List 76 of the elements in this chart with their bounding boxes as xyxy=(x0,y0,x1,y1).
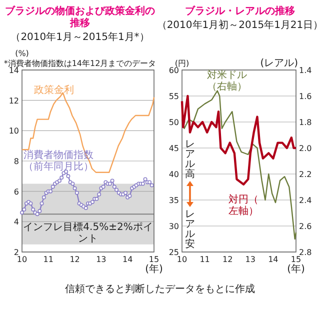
x-tick-label: 13 xyxy=(96,255,106,264)
point xyxy=(20,210,24,215)
point xyxy=(60,176,64,180)
y-tick-label: 25 xyxy=(168,248,179,257)
y-tick-label: 40 xyxy=(168,170,179,179)
x-tick-label: 12 xyxy=(222,255,233,264)
point xyxy=(90,200,94,204)
y-tick-label: 6 xyxy=(14,187,19,196)
series-label: 政策金利 xyxy=(34,84,74,96)
point xyxy=(38,209,42,214)
y-tick-label: 50 xyxy=(168,118,179,127)
text: *消費者物価指数は14年12月までのデータ xyxy=(4,59,156,68)
annotation: レアル高 xyxy=(184,139,195,180)
line-series xyxy=(180,94,298,186)
y-tick-label: 10 xyxy=(8,126,19,136)
point xyxy=(97,192,102,196)
point xyxy=(143,177,148,182)
point xyxy=(70,182,75,186)
y-axis-title: (%) xyxy=(15,49,29,58)
point xyxy=(148,180,152,184)
x-tick-label: 15 xyxy=(290,255,302,264)
y-tick-label: 14 xyxy=(8,66,19,75)
y2-tick-label: 1.4 xyxy=(299,66,312,75)
point xyxy=(112,184,116,189)
series-label: 対米ドル（右軸） xyxy=(207,68,248,92)
point xyxy=(42,195,46,200)
y-tick-label: 4 xyxy=(14,218,19,227)
x-axis-title: (年) xyxy=(145,263,163,275)
point xyxy=(50,184,55,189)
annotation: レアル安 xyxy=(184,209,195,250)
y2-axis-title: (レアル) xyxy=(260,58,298,69)
text: 信頼できると判断したデータをもとに作成 xyxy=(65,283,255,295)
y2-tick-label: 2.8 xyxy=(299,248,312,257)
point xyxy=(48,189,53,194)
y2-tick-label: 1.6 xyxy=(299,92,312,101)
x-tick-label: 12 xyxy=(70,255,80,264)
point xyxy=(66,174,70,178)
y-axis-title: (円) xyxy=(174,59,190,68)
y2-tick-label: 2.4 xyxy=(299,196,312,205)
y-tick-label: 30 xyxy=(168,222,179,231)
chart-subtitle: （2010年1月～2015年1月*） xyxy=(10,31,150,43)
point xyxy=(72,186,77,190)
y-tick-label: 12 xyxy=(8,96,19,106)
point xyxy=(40,201,44,206)
point xyxy=(84,206,88,210)
chart-title: ブラジルの物価および政策金利の推移 xyxy=(5,5,155,29)
x-tick-label: 11 xyxy=(43,255,54,264)
chart-subtitle: （2010年1月初～2015年1月21日） xyxy=(156,19,320,31)
y-tick-label: 60 xyxy=(168,66,179,75)
point xyxy=(31,208,36,212)
x-tick-label: 14 xyxy=(122,255,133,264)
point xyxy=(114,188,119,192)
x-tick-label: 11 xyxy=(200,255,210,264)
y-tick-label: 35 xyxy=(168,196,179,205)
chart-title: ブラジル・レアルの推移 xyxy=(185,5,295,17)
y2-tick-label: 2.6 xyxy=(299,222,312,231)
point xyxy=(150,183,154,188)
y2-tick-label: 2.2 xyxy=(299,170,312,179)
y2-tick-label: 2.0 xyxy=(299,144,312,153)
point xyxy=(123,190,128,195)
x-tick-label: 15 xyxy=(148,255,160,264)
y-tick-label: 8 xyxy=(14,157,19,166)
x-tick-label: 10 xyxy=(176,255,188,264)
point xyxy=(110,178,114,183)
y-tick-label: 55 xyxy=(168,92,179,101)
point xyxy=(22,208,26,212)
x-tick-label: 13 xyxy=(245,255,256,264)
y2-tick-label: 1.8 xyxy=(299,118,312,127)
band-label: インフレ目標4.5%±2%ポイント xyxy=(23,221,153,245)
x-tick-label: 14 xyxy=(268,255,278,264)
series-label: 対円（左軸） xyxy=(228,194,259,218)
y-tick-label: 2 xyxy=(14,248,19,257)
y-tick-label: 45 xyxy=(168,144,179,153)
line-series xyxy=(181,90,297,240)
point xyxy=(74,190,79,195)
x-axis-title: (年) xyxy=(287,263,305,275)
